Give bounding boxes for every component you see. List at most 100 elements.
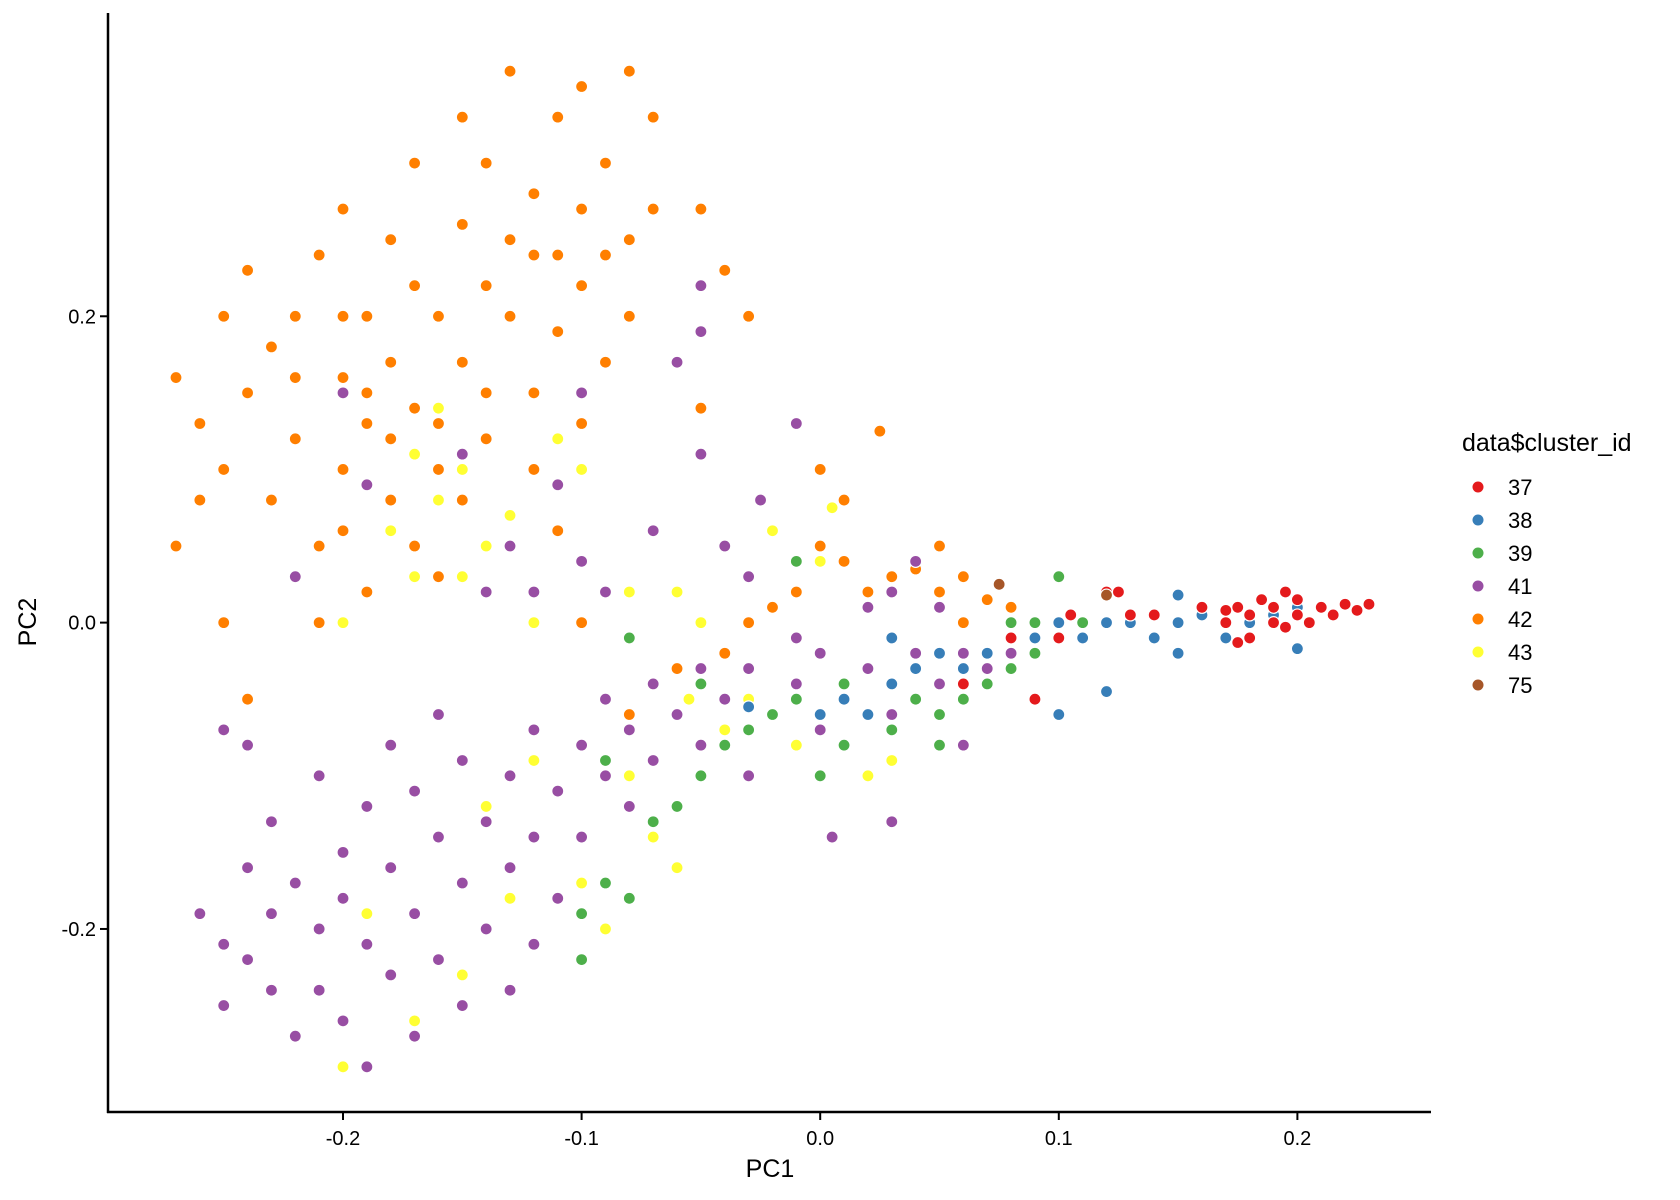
- point-cluster-41: [598, 769, 613, 783]
- point-cluster-41: [312, 769, 326, 783]
- point-cluster-39: [575, 952, 589, 967]
- legend-item-42: 42: [1472, 607, 1532, 632]
- point-cluster-41: [240, 738, 255, 752]
- point-cluster-37: [1266, 600, 1281, 614]
- point-cluster-39: [932, 707, 947, 722]
- point-cluster-42: [742, 616, 756, 630]
- point-cluster-41: [909, 646, 923, 660]
- point-cluster-41: [1004, 646, 1018, 660]
- point-cluster-41: [885, 585, 899, 599]
- point-cluster-42: [813, 462, 827, 477]
- point-cluster-41: [646, 753, 660, 768]
- point-cluster-42: [312, 616, 326, 630]
- point-cluster-42: [264, 340, 279, 354]
- point-cluster-42: [312, 539, 326, 553]
- point-cluster-42: [575, 416, 589, 431]
- point-cluster-42: [407, 279, 422, 293]
- point-cluster-42: [694, 202, 708, 216]
- point-cluster-42: [813, 539, 827, 553]
- point-cluster-41: [598, 585, 613, 599]
- point-cluster-42: [575, 79, 589, 94]
- point-cluster-42: [551, 524, 565, 538]
- point-cluster-42: [193, 493, 207, 507]
- point-cluster-43: [789, 738, 803, 752]
- point-cluster-43: [384, 524, 398, 538]
- point-cluster-39: [1028, 616, 1042, 630]
- point-cluster-41: [789, 416, 803, 431]
- point-cluster-41: [360, 937, 374, 951]
- point-cluster-43: [431, 401, 446, 415]
- point-cluster-41: [503, 861, 517, 875]
- point-cluster-42: [646, 202, 660, 216]
- point-cluster-43: [407, 570, 422, 584]
- point-cluster-41: [551, 478, 565, 492]
- point-cluster-41: [455, 753, 469, 768]
- point-cluster-42: [503, 309, 517, 323]
- point-cluster-38: [837, 692, 851, 706]
- point-cluster-39: [622, 891, 636, 905]
- point-cluster-42: [527, 386, 541, 400]
- point-cluster-42: [622, 64, 636, 78]
- point-cluster-42: [527, 248, 541, 262]
- point-cluster-41: [956, 646, 970, 660]
- point-cluster-42: [264, 493, 279, 507]
- point-cluster-41: [718, 692, 732, 706]
- point-cluster-43: [455, 462, 469, 477]
- point-cluster-37: [1350, 603, 1364, 617]
- point-cluster-42: [217, 462, 231, 477]
- point-cluster-42: [193, 416, 207, 431]
- point-cluster-39: [575, 907, 589, 921]
- point-cluster-42: [670, 661, 684, 676]
- point-cluster-42: [646, 110, 660, 124]
- point-cluster-41: [288, 876, 302, 890]
- point-cluster-42: [718, 646, 732, 660]
- point-cluster-37: [1219, 616, 1233, 630]
- point-cluster-41: [360, 1060, 374, 1074]
- point-cluster-42: [455, 217, 469, 231]
- point-cluster-42: [479, 386, 493, 400]
- point-cluster-42: [622, 309, 636, 323]
- point-cluster-42: [873, 424, 887, 438]
- point-cluster-41: [813, 646, 827, 660]
- point-cluster-41: [694, 447, 708, 461]
- point-cluster-41: [789, 631, 803, 645]
- point-cluster-41: [193, 907, 207, 921]
- point-cluster-42: [240, 692, 255, 706]
- point-cluster-38: [813, 707, 827, 722]
- point-cluster-37: [1004, 631, 1018, 645]
- point-cluster-37: [1195, 600, 1209, 614]
- point-cluster-42: [551, 248, 565, 262]
- point-cluster-41: [813, 723, 827, 737]
- point-cluster-43: [527, 616, 541, 630]
- point-cluster-42: [598, 355, 613, 369]
- point-cluster-39: [909, 692, 923, 706]
- point-cluster-41: [503, 983, 517, 997]
- point-cluster-38: [932, 646, 947, 660]
- point-cluster-38: [1099, 684, 1114, 699]
- point-cluster-38: [1028, 631, 1042, 645]
- point-cluster-41: [742, 769, 756, 783]
- point-cluster-39: [1076, 616, 1090, 630]
- point-cluster-39: [1028, 646, 1042, 660]
- point-cluster-42: [742, 309, 756, 323]
- point-cluster-42: [169, 539, 183, 553]
- legend-item-43: 43: [1472, 640, 1532, 665]
- point-cluster-38: [1076, 631, 1090, 645]
- point-cluster-39: [813, 769, 827, 783]
- point-cluster-41: [527, 830, 541, 844]
- legend-key-38: [1472, 514, 1484, 526]
- point-cluster-42: [765, 600, 780, 614]
- point-cluster-41: [932, 600, 947, 614]
- point-cluster-37: [1231, 600, 1245, 614]
- point-cluster-37: [1302, 616, 1316, 630]
- legend: data$cluster_id 37 38 39 41 42 43 75: [1462, 429, 1632, 698]
- point-cluster-38: [742, 700, 756, 714]
- point-cluster-42: [240, 263, 255, 277]
- point-cluster-43: [670, 861, 684, 875]
- point-cluster-43: [718, 723, 732, 737]
- point-cluster-43: [479, 539, 493, 553]
- point-cluster-42: [455, 110, 469, 124]
- x-axis-ticks: -0.2 -0.1 0.0 0.1 0.2: [326, 1112, 1311, 1150]
- x-tick-label: 0.1: [1045, 1128, 1073, 1150]
- legend-item-37: 37: [1472, 475, 1532, 500]
